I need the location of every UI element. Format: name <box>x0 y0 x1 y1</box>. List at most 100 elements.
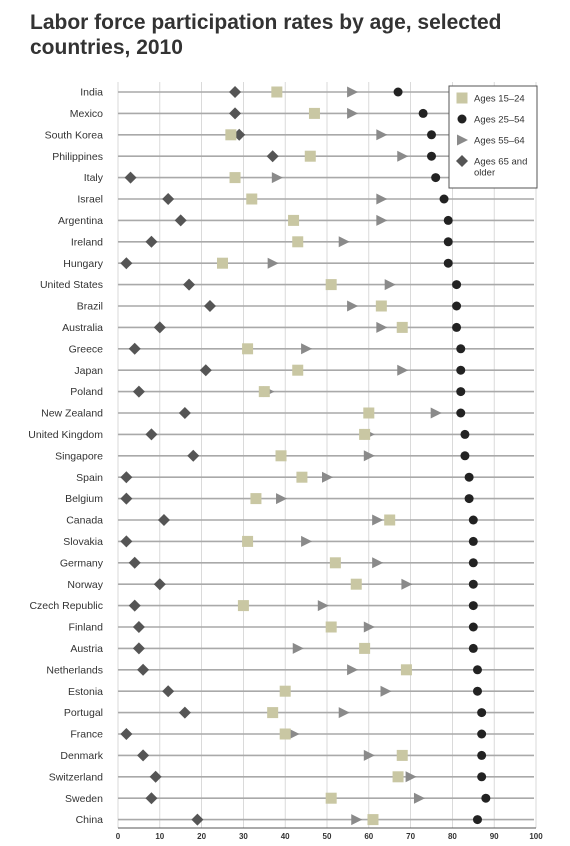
chart-title: Labor force participation rates by age, … <box>30 11 502 59</box>
point-ages-15-24-france <box>279 728 291 740</box>
point-ages-55-64-hungary <box>267 257 279 269</box>
point-ages-15-24-new-zealand <box>363 407 375 419</box>
point-ages-55-64-philippines <box>397 150 409 162</box>
x-tick-label: 90 <box>490 832 499 841</box>
point-ages-25-54-switzerland <box>477 772 487 782</box>
point-ages-15-24-united-kingdom <box>359 428 371 440</box>
point-ages-15-24-estonia <box>279 685 291 697</box>
point-ages-55-64-argentina <box>376 214 388 226</box>
point-ages-55-64-switzerland <box>405 771 417 783</box>
point-ages-65-and-older-switzerland <box>149 770 162 783</box>
point-ages-65-and-older-norway <box>153 578 166 591</box>
point-ages-25-54-slovakia <box>468 536 478 546</box>
point-ages-15-24-poland <box>258 386 270 398</box>
point-ages-55-64-brazil <box>347 300 359 312</box>
x-tick-label: 0 <box>116 832 121 841</box>
gridlines <box>117 82 537 828</box>
point-ages-15-24-mexico <box>308 107 320 119</box>
point-ages-55-64-belgium <box>276 493 288 505</box>
country-label-brazil: Brazil <box>77 301 103 313</box>
point-ages-25-54-china <box>472 815 482 825</box>
point-ages-15-24-denmark <box>396 749 408 761</box>
point-ages-15-24-hungary <box>217 257 228 269</box>
point-ages-65-and-older-philippines <box>266 150 279 163</box>
point-ages-25-54-ireland <box>443 237 453 247</box>
country-label-australia: Australia <box>62 322 103 334</box>
country-label-denmark: Denmark <box>60 750 103 762</box>
point-ages-15-24-india <box>271 86 283 98</box>
point-ages-15-24-argentina <box>288 214 300 226</box>
country-label-mexico: Mexico <box>70 108 103 120</box>
point-ages-65-and-older-brazil <box>203 300 216 312</box>
point-ages-25-54-spain <box>464 472 474 482</box>
point-ages-65-and-older-china <box>191 813 204 826</box>
point-ages-25-54-united-kingdom <box>460 429 470 439</box>
point-ages-25-54-estonia <box>472 686 482 696</box>
point-ages-55-64-singapore <box>363 450 375 462</box>
point-ages-65-and-older-estonia <box>162 685 175 698</box>
country-label-estonia: Estonia <box>68 686 103 698</box>
point-ages-65-and-older-czech-republic <box>128 599 141 612</box>
point-ages-65-and-older-japan <box>199 364 212 377</box>
point-ages-15-24-germany <box>329 557 341 569</box>
point-ages-55-64-japan <box>397 364 409 376</box>
point-ages-25-54-australia <box>452 322 462 332</box>
point-ages-15-24-japan <box>292 364 304 376</box>
point-ages-25-54-united-states <box>452 280 462 290</box>
point-ages-65-and-older-france <box>120 728 133 740</box>
point-ages-15-24-switzerland <box>392 771 404 783</box>
point-ages-55-64-sweden <box>413 792 425 804</box>
point-ages-15-24-norway <box>350 578 362 590</box>
point-ages-55-64-finland <box>363 621 375 633</box>
point-ages-55-64-greece <box>301 343 313 355</box>
point-ages-65-and-older-netherlands <box>137 663 150 676</box>
legend-label-ages-55-64: Ages 55–64 <box>474 136 525 147</box>
point-ages-15-24-spain <box>296 471 308 483</box>
point-ages-15-24-italy <box>229 172 241 184</box>
x-tick-label: 50 <box>323 832 332 841</box>
point-ages-25-54-singapore <box>460 451 470 461</box>
country-label-new-zealand: New Zealand <box>41 408 103 420</box>
point-ages-55-64-ireland <box>338 236 350 248</box>
country-label-south-korea: South Korea <box>45 129 104 141</box>
point-ages-55-64-portugal <box>338 707 350 719</box>
point-ages-65-and-older-slovakia <box>120 535 133 548</box>
legend-label-ages-65-and-older: Ages 65 and <box>474 157 527 168</box>
point-ages-65-and-older-united-kingdom <box>145 428 158 441</box>
point-ages-65-and-older-canada <box>157 514 170 526</box>
country-label-greece: Greece <box>69 343 104 355</box>
x-tick-label: 60 <box>364 832 373 841</box>
country-label-slovakia: Slovakia <box>63 536 103 548</box>
legend-marker-ages-25-54 <box>457 114 467 124</box>
point-ages-15-24-ireland <box>292 236 304 248</box>
point-ages-65-and-older-australia <box>153 321 166 334</box>
country-labels: India Mexico South Korea Philippines Italy Is… <box>28 87 103 827</box>
point-ages-25-54-sweden <box>481 793 491 803</box>
point-ages-25-54-poland <box>456 387 466 397</box>
country-label-hungary: Hungary <box>63 258 103 270</box>
point-ages-25-54-norway <box>468 579 478 589</box>
point-ages-65-and-older-italy <box>124 171 137 184</box>
point-ages-15-24-israel <box>246 193 258 205</box>
point-ages-65-and-older-sweden <box>145 792 158 805</box>
point-ages-65-and-older-singapore <box>187 449 200 462</box>
country-label-argentina: Argentina <box>58 215 103 227</box>
point-ages-55-64-france <box>288 728 300 740</box>
country-label-ireland: Ireland <box>71 236 103 248</box>
point-ages-15-24-austria <box>359 642 371 654</box>
point-ages-25-54-france <box>477 729 487 739</box>
point-ages-65-and-older-germany <box>128 556 141 569</box>
point-ages-55-64-new-zealand <box>430 407 442 419</box>
point-ages-25-54-belgium <box>464 494 474 504</box>
country-label-united-states: United States <box>40 279 103 291</box>
country-label-sweden: Sweden <box>65 793 103 805</box>
country-label-finland: Finland <box>69 622 104 634</box>
point-ages-55-64-spain <box>322 471 333 483</box>
country-label-switzerland: Switzerland <box>49 771 103 783</box>
point-ages-55-64-canada <box>372 514 384 526</box>
country-label-czech-republic: Czech Republic <box>29 600 103 612</box>
legend-label-ages-15-24: Ages 15–24 <box>474 94 525 105</box>
point-ages-55-64-czech-republic <box>317 600 329 612</box>
country-label-netherlands: Netherlands <box>46 664 103 676</box>
country-label-india: India <box>80 87 103 99</box>
